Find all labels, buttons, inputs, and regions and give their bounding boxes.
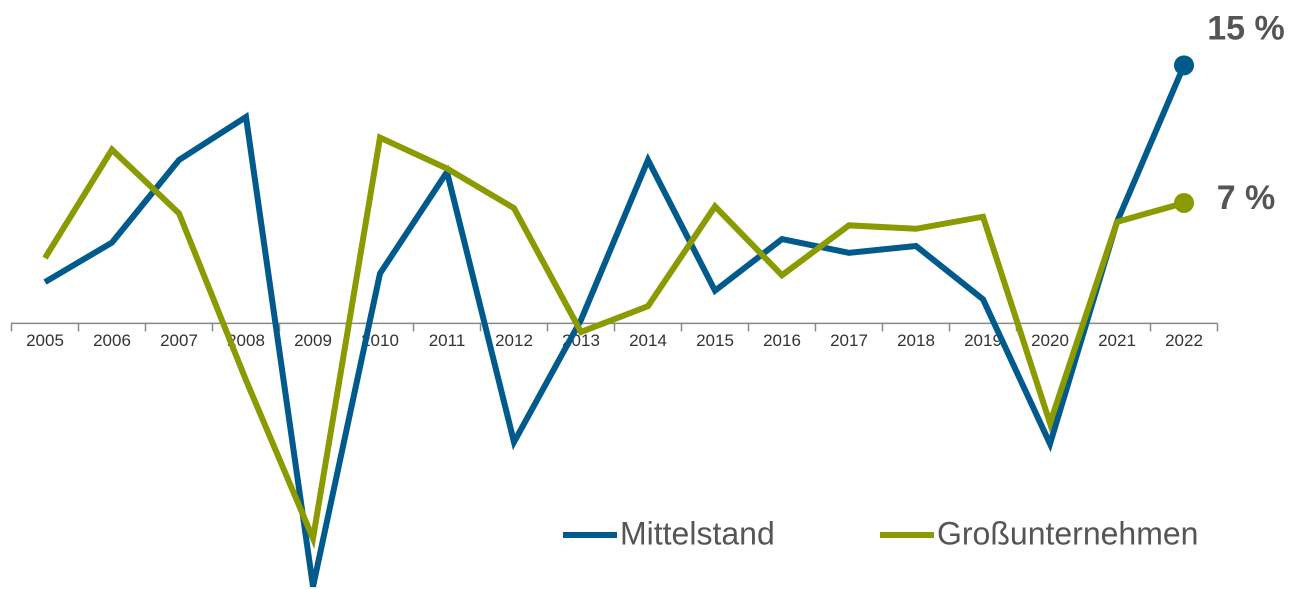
x-tick-label: 2019 (964, 331, 1002, 350)
x-tick-label: 2008 (227, 331, 265, 350)
x-tick-label: 2021 (1098, 331, 1136, 350)
legend-label: Großunternehmen (937, 515, 1198, 551)
x-tick-label: 2007 (160, 331, 198, 350)
value-label: 7 % (1217, 179, 1276, 217)
x-tick-label: 2012 (495, 331, 533, 350)
x-tick-label: 2020 (1031, 331, 1069, 350)
end-marker (1174, 192, 1194, 213)
x-tick-label: 2015 (696, 331, 734, 350)
legend-label: Mittelstand (620, 515, 775, 551)
x-tick-label: 2016 (763, 331, 801, 350)
x-tick-label: 2010 (361, 331, 399, 350)
x-tick-label: 2017 (830, 331, 868, 350)
line (42, 133, 1185, 550)
value-label: 15 % (1207, 9, 1285, 47)
x-tick-label: 2011 (429, 331, 466, 350)
x-tick-label: 2006 (93, 331, 131, 350)
end-marker (1174, 55, 1194, 76)
x-tick-label: 2005 (26, 331, 64, 350)
x-tick-label: 2018 (897, 331, 935, 350)
x-tick-label: 2022 (1165, 331, 1203, 350)
line (43, 64, 1187, 588)
x-tick-label: 2009 (294, 331, 332, 350)
x-tick-label: 2014 (629, 331, 667, 350)
